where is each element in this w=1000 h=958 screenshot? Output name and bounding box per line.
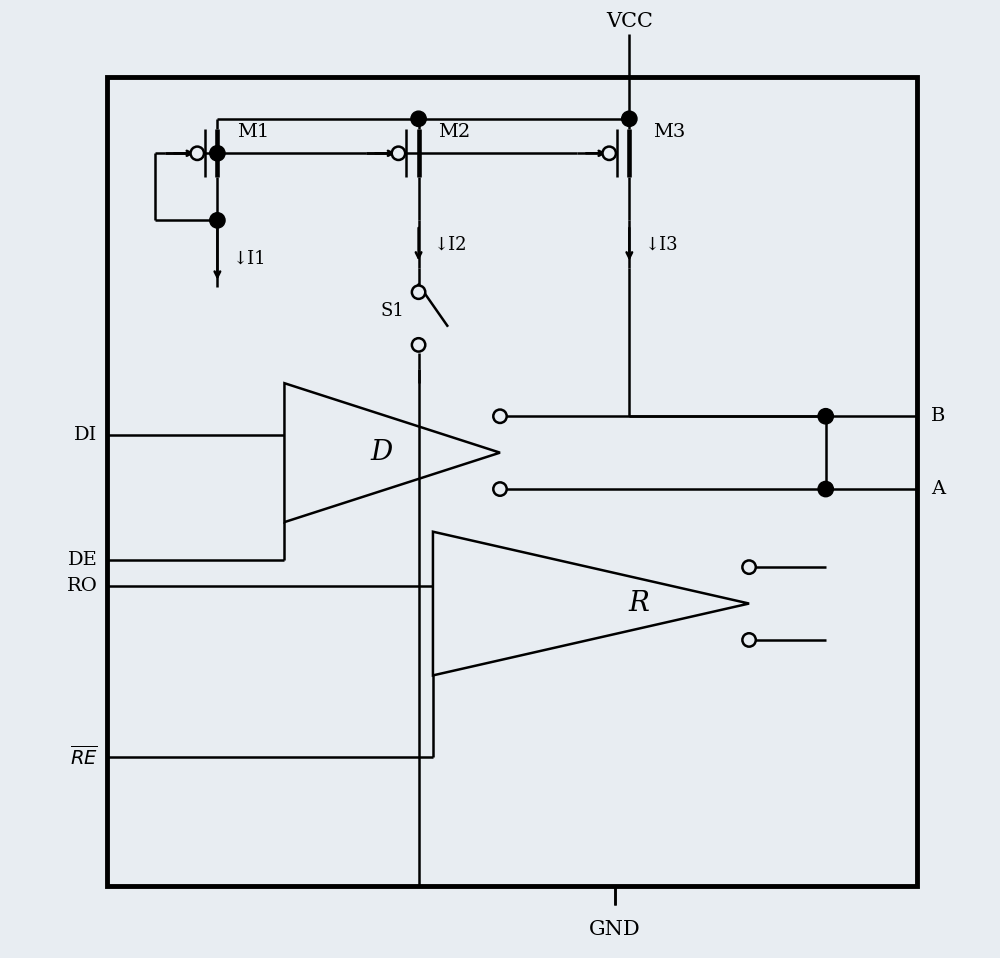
Circle shape [818, 409, 833, 423]
Text: D: D [370, 439, 393, 467]
Text: ↓I3: ↓I3 [644, 236, 677, 253]
Text: M1: M1 [237, 124, 269, 141]
Text: A: A [931, 480, 945, 498]
Circle shape [603, 147, 616, 160]
Bar [107, 77, 917, 886]
Circle shape [191, 147, 204, 160]
Text: VCC: VCC [606, 11, 653, 31]
Text: M3: M3 [653, 124, 686, 141]
Text: DE: DE [68, 552, 98, 569]
Circle shape [742, 633, 756, 647]
Text: S1: S1 [380, 303, 404, 320]
Circle shape [493, 410, 507, 423]
Text: B: B [931, 407, 945, 425]
Circle shape [412, 338, 425, 352]
Circle shape [622, 111, 637, 126]
Text: DI: DI [74, 426, 98, 445]
Text: GND: GND [589, 920, 641, 939]
Text: RO: RO [67, 578, 98, 595]
Circle shape [392, 147, 405, 160]
Circle shape [742, 560, 756, 574]
Circle shape [412, 285, 425, 299]
Text: $\overline{RE}$: $\overline{RE}$ [70, 745, 98, 768]
Circle shape [493, 483, 507, 496]
Text: M2: M2 [438, 124, 470, 141]
Text: ↓I2: ↓I2 [433, 236, 466, 253]
Circle shape [210, 146, 225, 161]
Text: R: R [628, 590, 649, 617]
Circle shape [818, 482, 833, 497]
Circle shape [411, 111, 426, 126]
Text: ↓I1: ↓I1 [232, 250, 265, 267]
Circle shape [210, 213, 225, 228]
